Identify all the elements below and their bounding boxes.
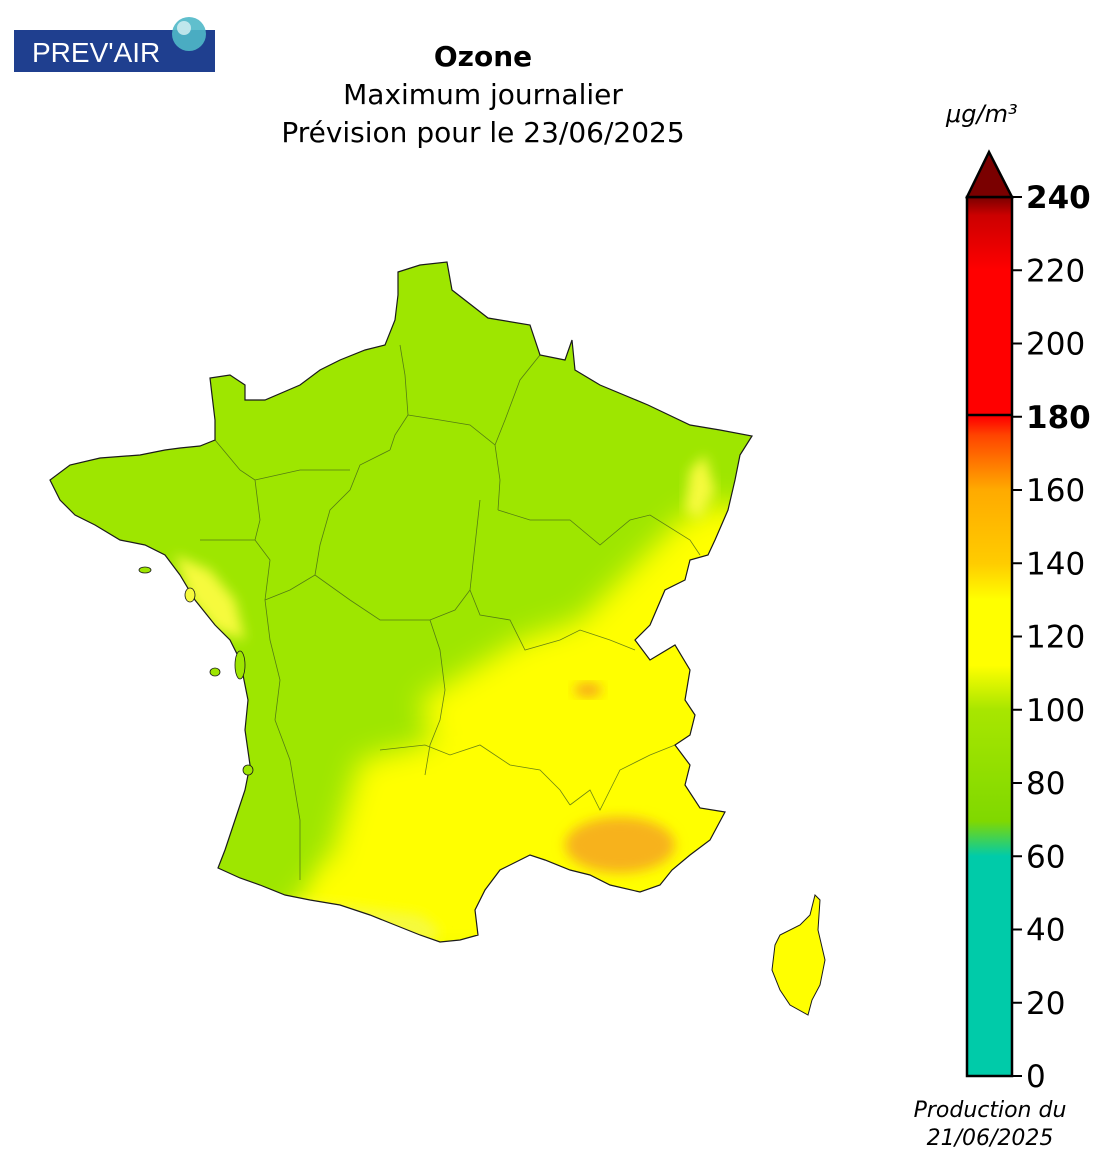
- production-date: Production du 21/06/2025: [880, 1097, 1100, 1153]
- region-borders: [200, 344, 701, 880]
- logo-text: PREV'AIR: [32, 37, 160, 68]
- colorbar-tick-label: 0: [1026, 1059, 1046, 1095]
- colorbar-tick-label: 20: [1026, 986, 1065, 1022]
- colorbar-tick-label: 40: [1026, 913, 1065, 949]
- colorbar-ticks: 0 20 40 60 80 100 120 140 160 180 200 220 240: [1012, 180, 1091, 1095]
- islands: [138, 566, 254, 776]
- map-forecast-date: Prévision pour le 23/06/2025: [281, 116, 685, 149]
- production-date-value: 21/06/2025: [926, 1126, 1054, 1151]
- colorbar-tick-label: 80: [1026, 766, 1065, 802]
- corsica: [771, 894, 826, 1016]
- colorbar-tick-label: 180: [1026, 400, 1091, 436]
- france-ozone-map: [49, 261, 826, 1016]
- colorbar-tick-label: 220: [1026, 253, 1085, 289]
- colorbar-tick-label: 120: [1026, 620, 1085, 656]
- colorbar-tick-label: 240: [1026, 180, 1091, 216]
- map-title-block: Ozone Maximum journalier Prévision pour …: [183, 38, 783, 152]
- colorbar-tick-label: 200: [1026, 327, 1085, 363]
- colorbar-tick-label: 160: [1026, 473, 1085, 509]
- prevair-logo: PREV'AIR: [14, 17, 215, 72]
- map-title: Ozone: [433, 40, 533, 73]
- map-subtitle: Maximum journalier: [343, 78, 623, 111]
- colorbar-tick-label: 140: [1026, 546, 1085, 582]
- colorbar-tick-label: 100: [1026, 693, 1085, 729]
- colorbar-overflow-triangle: [964, 149, 1015, 199]
- colorbar-tick-label: 60: [1026, 839, 1065, 875]
- legend-unit: μg/m³: [946, 100, 1018, 128]
- colorbar-gradient: [965, 195, 1014, 1078]
- production-label: Production du: [913, 1098, 1067, 1123]
